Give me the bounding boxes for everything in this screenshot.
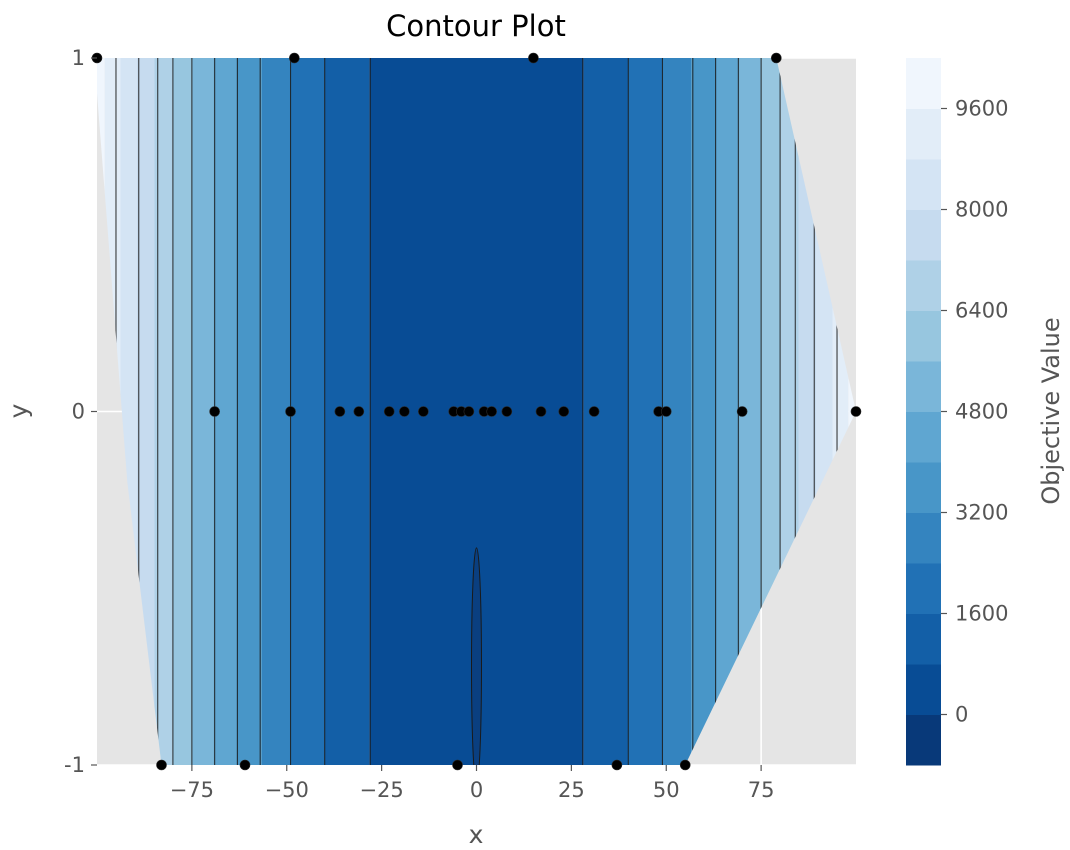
- x-tick-label: −50: [265, 778, 309, 802]
- x-axis-label: x: [469, 820, 484, 849]
- sample-point: [289, 52, 300, 64]
- colorbar-segment: [906, 411, 941, 463]
- colorbar-segment: [906, 462, 941, 513]
- colorbar-tick-label: 1600: [955, 602, 1008, 626]
- colorbar-segment: [906, 361, 941, 412]
- plot-area: [91, 52, 862, 771]
- sample-point: [239, 759, 251, 771]
- colorbar-segment: [906, 108, 941, 160]
- colorbar-ticks: 0 1600 3200 4800 6400 8000 9600: [941, 97, 1008, 727]
- sample-point: [383, 406, 395, 417]
- sample-point: [535, 406, 547, 417]
- sample-point: [156, 759, 167, 771]
- contour-band: [236, 58, 262, 765]
- sample-point: [285, 406, 296, 417]
- sample-point: [660, 406, 672, 417]
- x-tick-label: 25: [558, 778, 585, 802]
- x-tick-label: 50: [653, 778, 680, 802]
- y-axis-label: y: [4, 403, 33, 418]
- sample-point: [611, 759, 623, 771]
- colorbar-segment: [906, 714, 941, 766]
- sample-point: [353, 406, 365, 417]
- contour-band: [716, 58, 740, 765]
- contour-band: [192, 58, 214, 765]
- contour-band: [739, 58, 761, 765]
- colorbar-segment: [906, 260, 941, 311]
- colorbar: [906, 58, 941, 766]
- colorbar-tick-label: 6400: [955, 299, 1008, 323]
- colorbar-segment: [906, 209, 941, 261]
- contour-band: [290, 58, 325, 765]
- sample-point: [209, 406, 220, 417]
- colorbar-tick-label: 4800: [955, 400, 1008, 424]
- sample-point: [418, 406, 429, 417]
- colorbar-segment: [906, 664, 941, 715]
- y-tick-label: 1: [72, 46, 85, 70]
- contour-band: [137, 58, 155, 765]
- colorbar-label: Objective Value: [1037, 317, 1065, 504]
- sample-point: [528, 52, 539, 64]
- sample-point: [486, 406, 497, 417]
- colorbar-segment: [906, 613, 941, 665]
- colorbar-segment: [906, 563, 941, 614]
- sample-point: [463, 406, 475, 417]
- sample-point: [771, 52, 782, 64]
- sample-point: [588, 406, 600, 417]
- colorbar-tick-label: 8000: [955, 198, 1008, 222]
- x-tick-label: −25: [359, 778, 403, 802]
- contour-band: [691, 58, 717, 765]
- x-axis-ticks: −75 −50 −25 0 25 50 75: [170, 765, 775, 802]
- sample-point: [736, 406, 748, 417]
- contour-band: [172, 58, 193, 765]
- colorbar-tick-label: 0: [955, 703, 968, 727]
- sample-point: [850, 406, 862, 417]
- sample-point: [452, 759, 463, 771]
- colorbar-tick-label: 9600: [955, 97, 1008, 121]
- sample-point: [334, 406, 346, 417]
- sample-point: [558, 406, 570, 417]
- x-tick-label: −75: [170, 778, 214, 802]
- y-tick-label: -1: [64, 753, 85, 777]
- colorbar-segment: [906, 159, 941, 210]
- x-tick-label: 75: [748, 778, 775, 802]
- colorbar-segment: [906, 310, 941, 362]
- colorbar-segment: [906, 58, 941, 109]
- chart-title: Contour Plot: [386, 9, 566, 43]
- sample-point: [501, 406, 513, 417]
- sample-point: [399, 406, 410, 417]
- sample-point: [679, 759, 691, 771]
- colorbar-tick-label: 3200: [955, 501, 1008, 525]
- sample-points: [91, 52, 862, 771]
- contour-line: [471, 547, 482, 765]
- y-tick-label: 0: [72, 400, 85, 424]
- x-tick-label: 0: [470, 778, 483, 802]
- contour-band: [213, 58, 237, 765]
- colorbar-segment: [906, 512, 941, 564]
- y-axis-ticks: -1 0 1: [64, 46, 97, 777]
- contour-band: [154, 58, 173, 765]
